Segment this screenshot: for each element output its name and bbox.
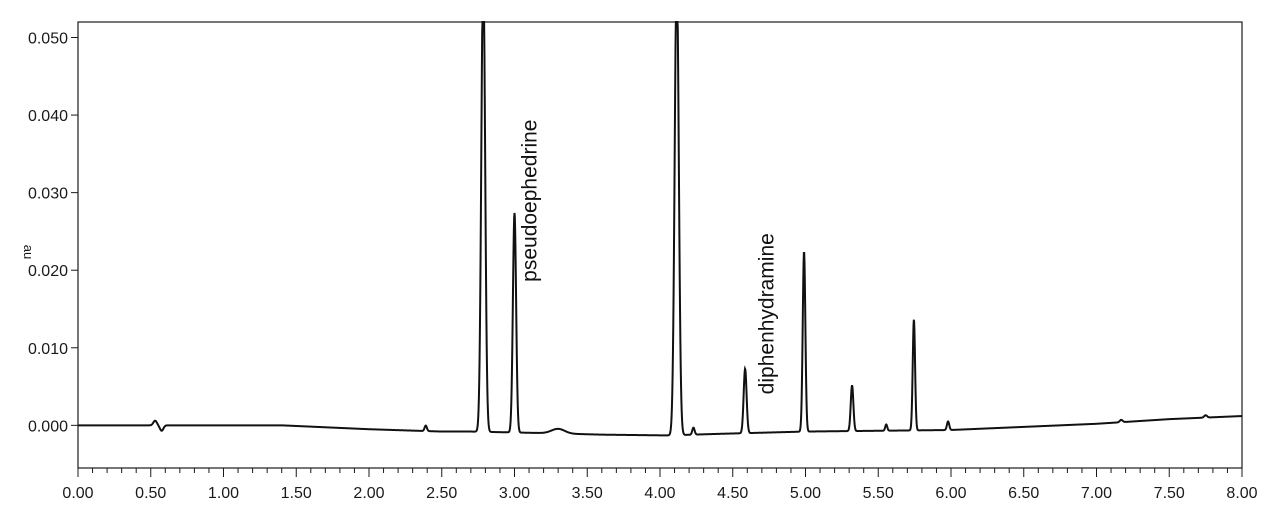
plot-area (77, 21, 1243, 469)
x-tick-label: 7.00 (1081, 485, 1112, 502)
x-axis: 0.00 0.50 1.00 1.50 2.00 2.50 3.00 3.50 4.00 4.50… (62, 468, 1258, 502)
x-tick-label: 0.50 (135, 485, 166, 502)
x-tick-label: 6.00 (935, 485, 966, 502)
x-tick-label: 3.50 (572, 485, 603, 502)
chromatogram-trace (78, 21, 1243, 437)
x-tick-label: 2.50 (426, 485, 457, 502)
x-tick-label: 5.50 (863, 485, 894, 502)
x-tick-label: 4.00 (644, 485, 675, 502)
y-tick-label: 0.030 (28, 186, 68, 203)
y-tick-label: 0.000 (28, 418, 68, 435)
x-tick-label: 3.00 (499, 485, 530, 502)
x-tick-label: 4.50 (717, 485, 748, 502)
x-tick-label: 6.50 (1008, 485, 1039, 502)
x-tick-label: 1.00 (208, 485, 239, 502)
x-tick-label: 7.50 (1154, 485, 1185, 502)
y-tick-label: 0.040 (28, 108, 68, 125)
y-tick-label: 0.010 (28, 341, 68, 358)
x-tick-label: 5.00 (790, 485, 821, 502)
x-tick-label: 2.00 (353, 485, 384, 502)
peak-annotation-label: diphenhydramine (755, 233, 778, 394)
y-axis: 0.000 0.010 0.020 0.030 0.040 0.050 (28, 31, 78, 435)
y-tick-label: 0.050 (28, 31, 68, 48)
x-tick-label: 0.00 (62, 485, 93, 502)
y-axis-label: au (21, 245, 36, 259)
peak-annotations: pseudoephedrine diphenhydramine (518, 120, 778, 395)
x-tick-label: 8.00 (1226, 485, 1257, 502)
y-tick-label: 0.020 (28, 263, 68, 280)
peak-annotation-label: pseudoephedrine (518, 120, 541, 282)
x-tick-label: 1.50 (281, 485, 312, 502)
